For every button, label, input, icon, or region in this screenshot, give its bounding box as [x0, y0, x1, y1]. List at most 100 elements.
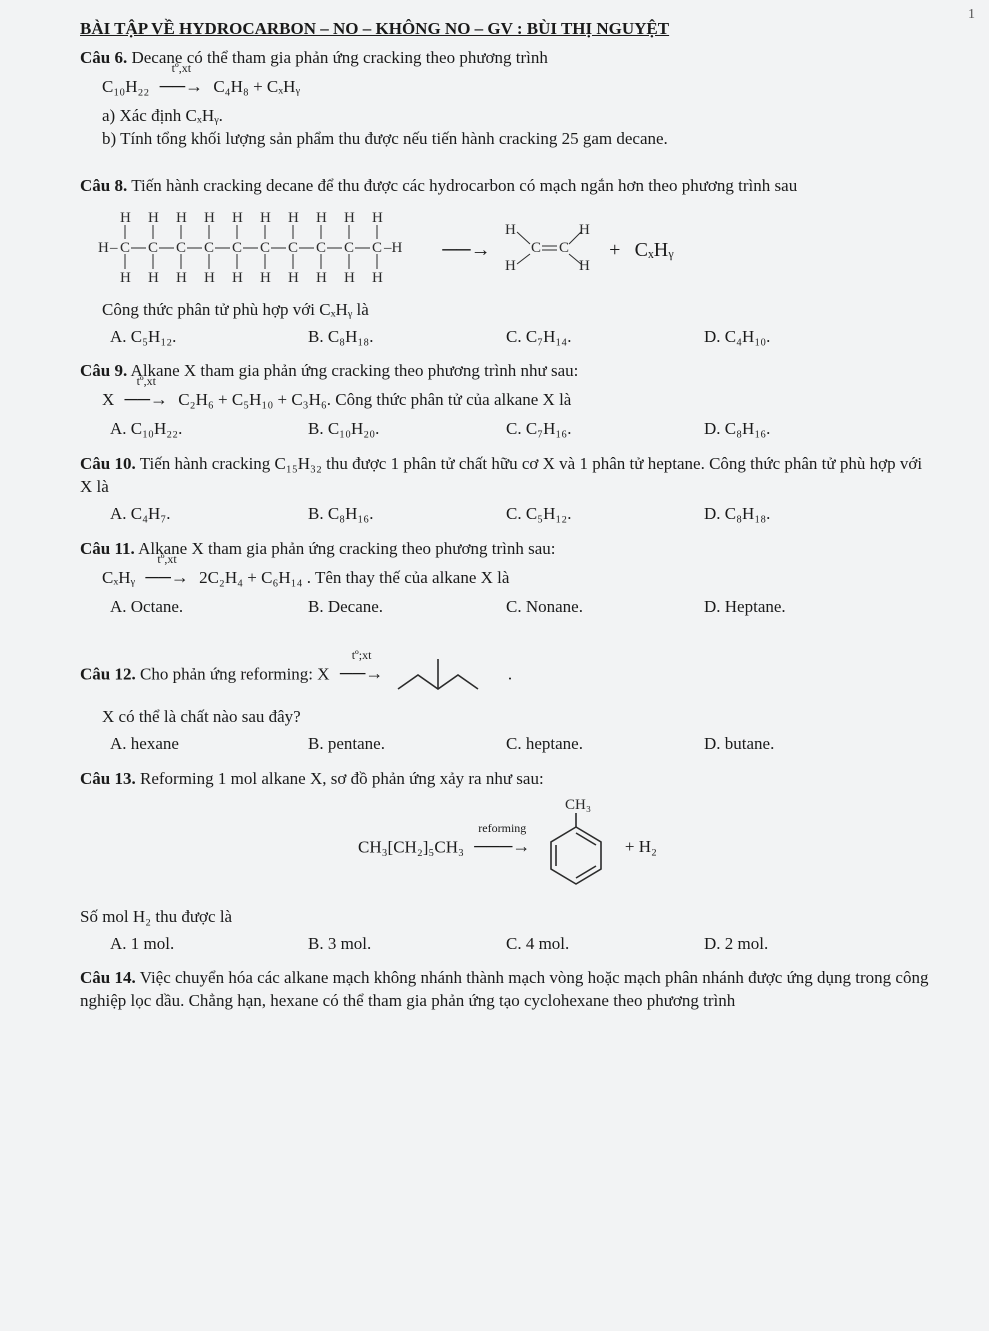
- q12-label: Câu 12.: [80, 664, 136, 683]
- svg-text:–H: –H: [383, 240, 403, 256]
- reaction-arrow: tº,xt ──→: [160, 74, 204, 99]
- q12-choice-d: D. butane.: [704, 733, 902, 756]
- svg-text:H: H: [288, 270, 299, 286]
- svg-text:–: –: [109, 240, 118, 256]
- svg-text:H: H: [372, 270, 383, 286]
- q12-stem: Câu 12. Cho phản ứng reforming: X tº;xt …: [80, 649, 935, 702]
- q13-choice-a: A. 1 mol.: [110, 933, 308, 956]
- arrow-icon: ──→: [340, 663, 384, 683]
- q10-choices: A. C₄H₇. B. C₈H₁₆. C. C₅H₁₂. D. C₈H₁₈.: [110, 503, 935, 528]
- q10-choice-d: D. C₈H₁₈.: [704, 503, 902, 526]
- svg-text:C: C: [232, 240, 242, 256]
- q12-text-a: Cho phản ứng reforming: X: [140, 664, 330, 683]
- svg-text:H: H: [579, 258, 590, 274]
- q11-choice-b: B. Decane.: [308, 596, 506, 619]
- toluene-structure: CH₃: [541, 797, 611, 900]
- svg-text:H: H: [176, 270, 187, 286]
- q9-choice-c: C. C₇H₁₆.: [506, 418, 704, 441]
- q9-stem: Câu 9. Alkane X tham gia phản ứng cracki…: [80, 360, 935, 383]
- q9-text: Alkane X tham gia phản ứng cracking theo…: [131, 361, 579, 380]
- svg-text:H: H: [316, 210, 327, 226]
- q11-eq-right: 2C₂H₄ + C₆H₁₄ . Tên thay thế của alkane …: [199, 568, 509, 587]
- q9-choices: A. C₁₀H₂₂. B. C₁₀H₂₀. C. C₇H₁₆. D. C₈H₁₆…: [110, 418, 935, 443]
- svg-text:C: C: [120, 240, 130, 256]
- q13-stem: Câu 13. Reforming 1 mol alkane X, sơ đồ …: [80, 768, 935, 791]
- plus-sign: +: [609, 237, 620, 264]
- reaction-arrow: reforming ───→: [474, 834, 530, 859]
- svg-text:H: H: [260, 210, 271, 226]
- svg-text:H: H: [288, 210, 299, 226]
- spacer: [80, 151, 935, 169]
- q8-text: Tiến hành cracking decane để thu được cá…: [131, 176, 797, 195]
- q8-choice-c: C. C₇H₁₄.: [506, 326, 704, 349]
- svg-text:H: H: [579, 222, 590, 238]
- reaction-condition: tº,xt: [160, 60, 204, 76]
- q13-choice-d: D. 2 mol.: [704, 933, 902, 956]
- svg-text:C: C: [176, 240, 186, 256]
- reaction-condition: tº,xt: [125, 373, 169, 389]
- svg-text:H: H: [232, 210, 243, 226]
- ethene-structure: H H C C H H: [505, 218, 595, 283]
- svg-text:C: C: [204, 240, 214, 256]
- q8-choice-d: D. C₄H₁₀.: [704, 326, 902, 349]
- q12-choices: A. hexane B. pentane. C. heptane. D. but…: [110, 733, 935, 758]
- q12-choice-a: A. hexane: [110, 733, 308, 756]
- q14-text: Việc chuyển hóa các alkane mạch không nh…: [80, 968, 928, 1010]
- svg-text:H: H: [204, 210, 215, 226]
- q14-stem: Câu 14. Việc chuyển hóa các alkane mạch …: [80, 967, 935, 1013]
- reaction-condition: tº,xt: [145, 551, 189, 567]
- q11-choices: A. Octane. B. Decane. C. Nonane. D. Hept…: [110, 596, 935, 621]
- q13-choice-b: B. 3 mol.: [308, 933, 506, 956]
- q11-choice-d: D. Heptane.: [704, 596, 902, 619]
- q12-choice-b: B. pentane.: [308, 733, 506, 756]
- q10-choice-b: B. C₈H₁₆.: [308, 503, 506, 526]
- q13-label: Câu 13.: [80, 769, 136, 788]
- svg-text:H: H: [204, 270, 215, 286]
- reaction-condition: tº;xt: [340, 647, 384, 663]
- spacer: [80, 631, 935, 643]
- q11-stem: Câu 11. Alkane X tham gia phản ứng crack…: [80, 538, 935, 561]
- q13-equation: CH₃[CH₂]₅CH₃ reforming ───→ CH₃ + H₂: [80, 797, 935, 900]
- ring-label: CH₃: [565, 797, 591, 813]
- reaction-arrow: tº,xt ──→: [125, 387, 169, 412]
- arrow-icon: ──→: [160, 76, 204, 96]
- q12-choice-c: C. heptane.: [506, 733, 704, 756]
- q6-label: Câu 6.: [80, 48, 127, 67]
- q9-equation: X tº,xt ──→ C₂H₆ + C₅H₁₀ + C₃H₆. Công th…: [102, 387, 935, 412]
- q13-eq-tail: + H₂: [625, 837, 657, 856]
- svg-text:H: H: [372, 210, 383, 226]
- arrow-icon: ───→: [474, 836, 530, 856]
- q9-choice-d: D. C₈H₁₆.: [704, 418, 902, 441]
- svg-text:C: C: [531, 240, 541, 256]
- arrow-icon: ──→: [442, 237, 490, 264]
- svg-text:H: H: [176, 210, 187, 226]
- q8-choice-b: B. C₈H₁₈.: [308, 326, 506, 349]
- q14-label: Câu 14.: [80, 968, 136, 987]
- reaction-arrow: tº;xt ──→: [340, 661, 384, 686]
- q6-eq-left: C₁₀H₂₂: [102, 77, 149, 96]
- q10-choice-a: A. C₄H₇.: [110, 503, 308, 526]
- svg-text:H: H: [344, 210, 355, 226]
- arrow-icon: ──→: [125, 389, 169, 409]
- svg-text:C: C: [559, 240, 569, 256]
- reaction-arrow: tº,xt ──→: [145, 565, 189, 590]
- period: .: [508, 664, 512, 683]
- reaction-condition: reforming: [474, 820, 530, 836]
- q9-label: Câu 9.: [80, 361, 127, 380]
- q11-label: Câu 11.: [80, 539, 135, 558]
- q9-choice-b: B. C₁₀H₂₀.: [308, 418, 506, 441]
- q10-text: Tiến hành cracking C₁₅H₃₂ thu được 1 phâ…: [80, 454, 922, 496]
- q13-choice-c: C. 4 mol.: [506, 933, 704, 956]
- q10-label: Câu 10.: [80, 454, 136, 473]
- q10-choice-c: C. C₅H₁₂.: [506, 503, 704, 526]
- svg-text:H: H: [120, 210, 131, 226]
- svg-text:H: H: [344, 270, 355, 286]
- q6-part-a: a) Xác định CₓHᵧ.: [102, 105, 935, 128]
- q11-choice-c: C. Nonane.: [506, 596, 704, 619]
- decane-structure: H – HHHHHHHHHH CCCCCCCCCC HHHHH: [98, 208, 428, 293]
- svg-text:H: H: [148, 210, 159, 226]
- svg-text:H: H: [505, 222, 516, 238]
- svg-text:H: H: [148, 270, 159, 286]
- svg-text:C: C: [148, 240, 158, 256]
- svg-text:H: H: [505, 258, 516, 274]
